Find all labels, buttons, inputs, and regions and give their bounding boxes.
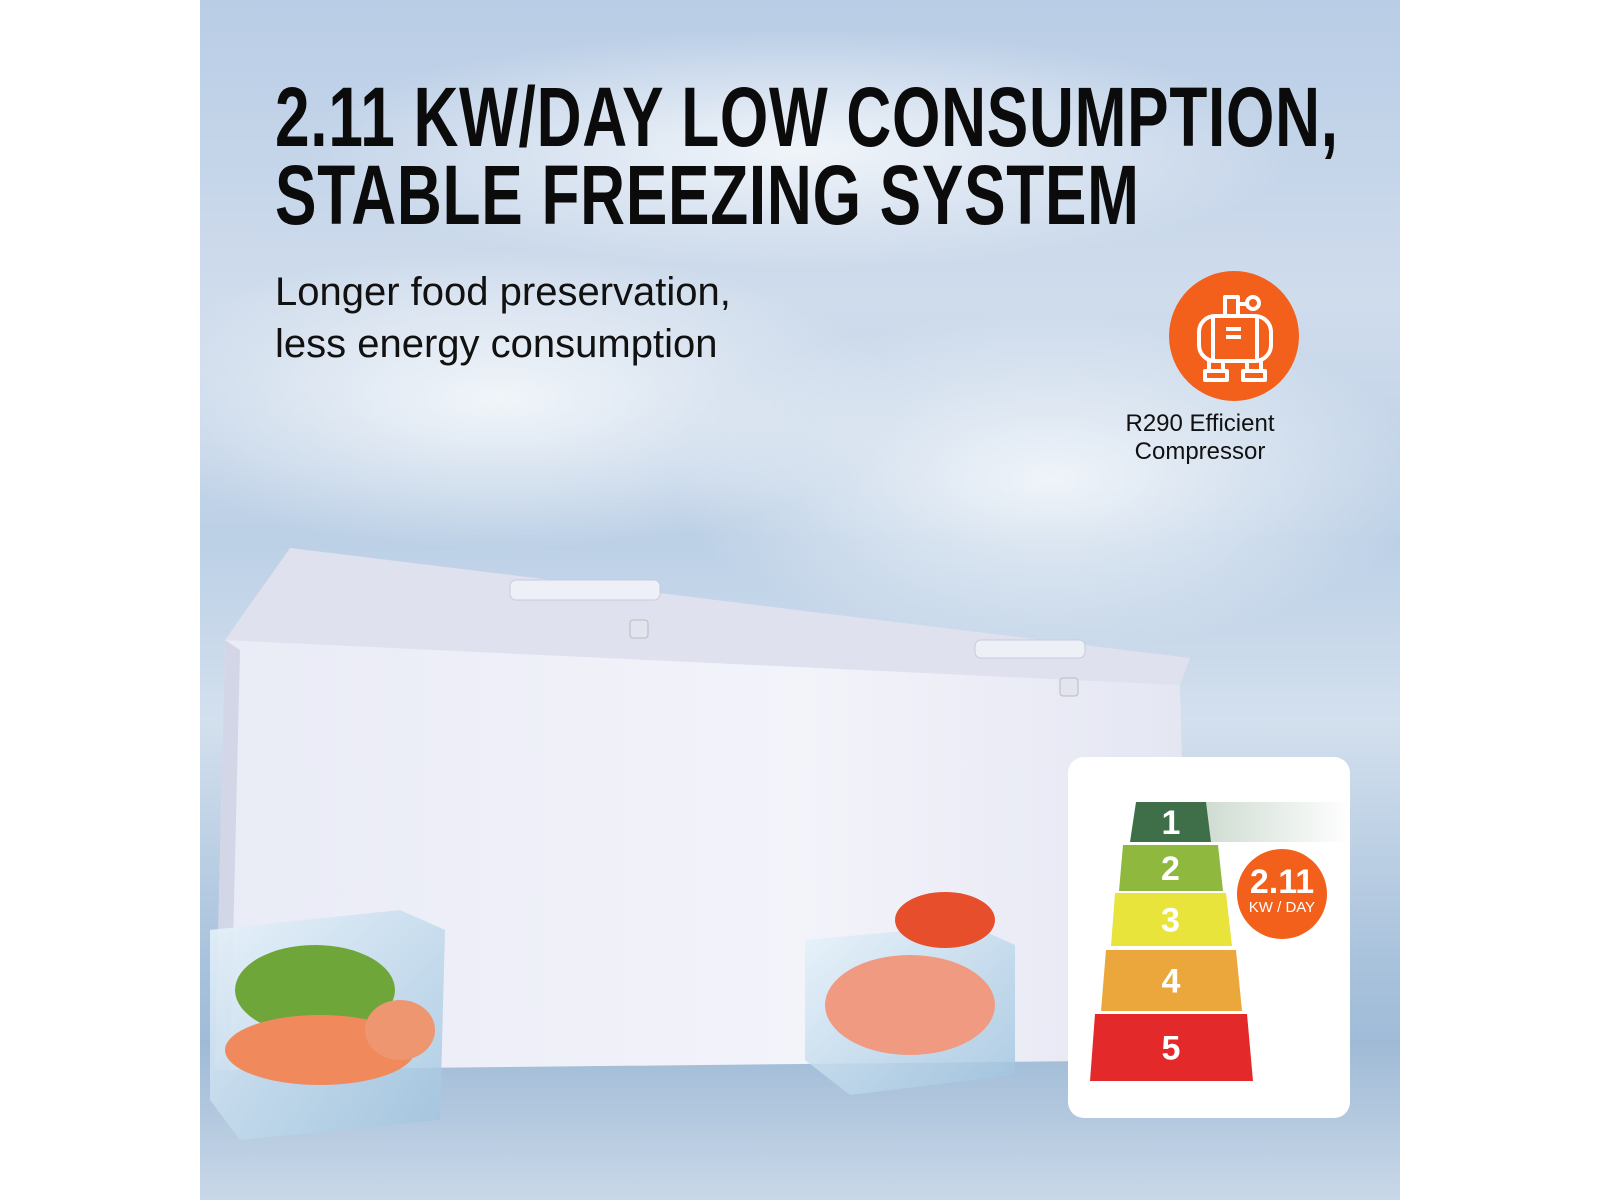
headline: 2.11 KW/DAY LOW CONSUMPTION, STABLE FREE… — [275, 70, 1339, 242]
consumption-unit: KW / DAY — [1248, 899, 1316, 916]
energy-level-2-label: 2 — [1161, 850, 1180, 888]
energy-level-4-label: 4 — [1162, 963, 1181, 1001]
energy-level-3-bar — [1111, 893, 1232, 946]
subheadline: Longer food preservation, less energy co… — [275, 266, 731, 370]
freezer-handle-left — [509, 579, 661, 601]
consumption-badge: 2.11 KW / DAY — [1237, 849, 1327, 939]
headline-line-2: STABLE FREEZING SYSTEM — [275, 148, 1140, 242]
energy-label-card: 1 2 3 4 5 — [1068, 757, 1350, 1118]
energy-level-5-label: 5 — [1162, 1030, 1181, 1068]
consumption-value: 2.11 — [1249, 863, 1315, 901]
energy-level-5-bar — [1090, 1014, 1253, 1081]
energy-level-1-label: 1 — [1162, 804, 1181, 842]
feature-label-line-2: Compressor — [1134, 438, 1266, 465]
feature-label: R290 Efficient Compressor — [1100, 410, 1300, 466]
headline-line-1: 2.11 KW/DAY LOW CONSUMPTION, — [275, 70, 1339, 164]
energy-level-4-bar — [1101, 950, 1242, 1011]
feature-label-line-1: R290 Efficient — [1125, 410, 1275, 437]
energy-level-3-label: 3 — [1161, 902, 1180, 940]
energy-level-1-bar — [1130, 802, 1211, 842]
freezer-lid — [225, 548, 1190, 685]
ice-cube-salmon — [210, 910, 445, 1140]
feature-badge — [1169, 271, 1299, 401]
energy-rating-scale: 1 2 3 4 5 — [1090, 802, 1350, 1081]
ice-cube-shrimp — [805, 892, 1015, 1095]
compressor-icon — [1197, 295, 1273, 382]
freezer-scene-illustration — [200, 30, 1400, 1200]
energy-level-2-bar — [1119, 845, 1223, 891]
current-level-indicator — [1206, 802, 1350, 842]
subheadline-line-2: less energy consumption — [275, 322, 718, 366]
product-banner: 2.11 KW/DAY LOW CONSUMPTION, STABLE FREE… — [200, 0, 1400, 1200]
subheadline-line-1: Longer food preservation, — [275, 270, 731, 314]
lock-icon — [629, 619, 649, 639]
freezer-handle-right — [974, 639, 1086, 659]
